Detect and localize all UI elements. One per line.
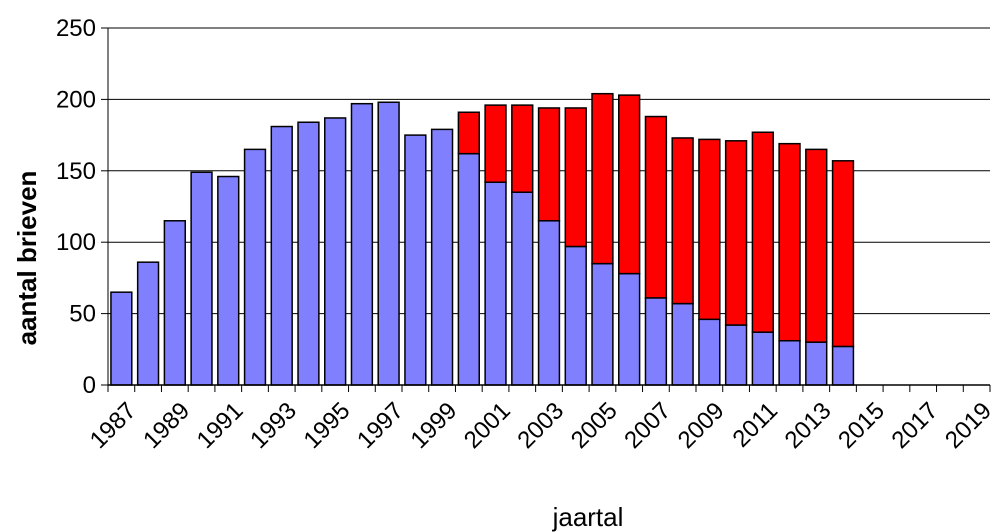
bar-segment-blue — [751, 331, 774, 386]
bar-segment-red — [564, 107, 587, 248]
bar-segment-blue — [110, 291, 133, 386]
bar-segment-blue — [430, 128, 454, 386]
x-tick-label: 1989 — [138, 397, 195, 454]
bar-segment-blue — [671, 302, 694, 386]
bar-segment-red — [805, 148, 828, 343]
bar-segment-blue — [324, 117, 347, 386]
x-tick-label: 1993 — [245, 397, 302, 454]
x-tick-label: 2013 — [780, 397, 837, 454]
x-tick-label: 2011 — [727, 397, 783, 453]
x-tick-label: 2019 — [940, 397, 993, 454]
bar-segment-blue — [644, 297, 668, 386]
bar-segment-red — [831, 160, 855, 348]
bar-segment-blue — [136, 261, 160, 386]
x-tick-label: 2015 — [833, 397, 890, 454]
axes — [101, 27, 991, 392]
bar-segment-blue — [377, 101, 400, 386]
x-tick-label: 2005 — [566, 397, 623, 454]
y-tick-label: 0 — [83, 372, 96, 399]
bar-segment-blue — [217, 175, 240, 386]
bar-segment-blue — [724, 324, 748, 386]
x-tick-label: 1997 — [352, 397, 409, 454]
y-tick-labels: 0 50 100 150 200 250 — [56, 15, 96, 399]
bar-segment-blue — [805, 341, 828, 386]
x-axis-title: jaartal — [552, 502, 624, 532]
bar-segment-red — [537, 107, 561, 222]
bar-segment-red — [671, 137, 694, 305]
x-tick-labels: 1987198919911993199519971999200120032005… — [85, 397, 993, 454]
y-axis-title: aantal brieven — [12, 171, 42, 346]
bar-segment-blue — [831, 345, 855, 386]
bar-segment-red — [457, 111, 480, 155]
x-tick-label: 1995 — [299, 397, 356, 454]
y-tick-label: 100 — [56, 229, 96, 256]
bar-segment-blue — [484, 181, 507, 386]
bar-segment-red — [591, 92, 614, 265]
bar-segment-red — [644, 115, 668, 299]
bar-segment-red — [751, 131, 774, 333]
x-tick-label: 2009 — [673, 397, 730, 454]
bar-segment-red — [484, 104, 507, 183]
bar-segment-blue — [404, 134, 427, 386]
x-tick-label: 1991 — [192, 397, 249, 454]
bar-segment-blue — [457, 152, 480, 386]
bar-segment-blue — [591, 262, 614, 386]
bar-segment-blue — [297, 121, 320, 386]
bar-segment-blue — [698, 318, 721, 386]
bars — [110, 92, 855, 386]
x-tick-label: 1987 — [85, 397, 142, 454]
y-tick-label: 250 — [56, 15, 96, 42]
bar-segment-blue — [537, 220, 561, 386]
y-tick-label: 150 — [56, 158, 96, 185]
x-tick-label: 2003 — [512, 397, 569, 454]
bar-segment-blue — [350, 102, 374, 386]
y-tick-label: 50 — [69, 301, 96, 328]
bar-segment-blue — [618, 272, 641, 386]
bar-segment-blue — [511, 191, 534, 386]
x-tick-label: 2007 — [619, 397, 676, 454]
x-tick-label: 2001 — [459, 397, 516, 454]
bar-segment-blue — [190, 171, 213, 386]
x-tick-label: 1999 — [405, 397, 462, 454]
bar-segment-red — [511, 104, 534, 193]
bar-segment-red — [778, 142, 801, 342]
bar-segment-blue — [163, 220, 186, 386]
x-tick-label: 2017 — [887, 397, 944, 454]
bar-segment-red — [698, 138, 721, 321]
bar-segment-blue — [564, 245, 587, 386]
bar-segment-blue — [270, 125, 293, 386]
bar-segment-red — [618, 94, 641, 275]
bar-segment-blue — [243, 148, 267, 386]
bar-segment-red — [724, 140, 748, 326]
bar-segment-blue — [778, 339, 801, 386]
y-tick-label: 200 — [56, 86, 96, 113]
